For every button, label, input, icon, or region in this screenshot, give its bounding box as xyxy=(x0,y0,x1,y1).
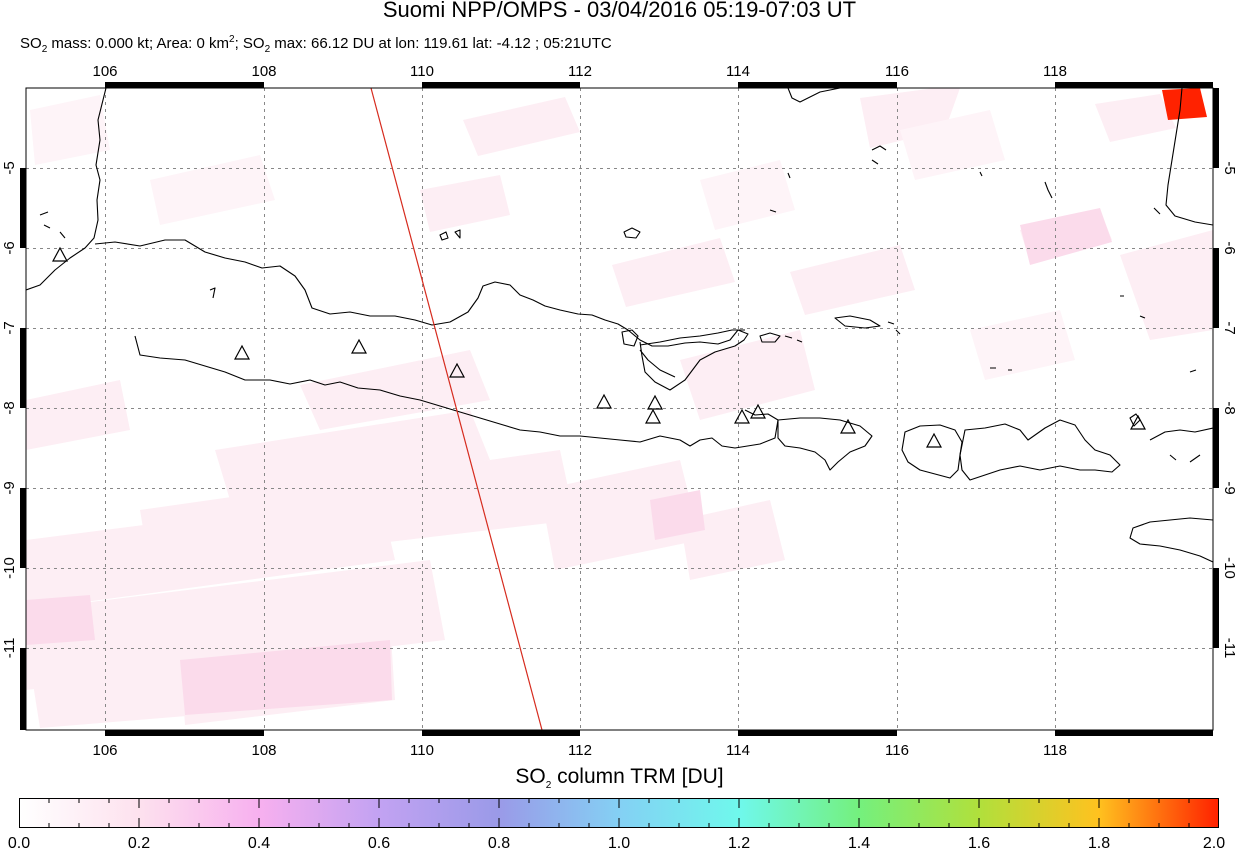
colorbar-tick-label: 0.8 xyxy=(487,835,511,852)
map-title: Suomi NPP/OMPS - 03/04/2016 05:19-07:03 … xyxy=(382,0,857,22)
lat-label-left: -6 xyxy=(1,241,18,254)
colorbar-tick-label: 2.0 xyxy=(1202,835,1226,852)
triangle-icon xyxy=(448,362,466,378)
colorbar-tick-label: 1.0 xyxy=(607,835,631,852)
triangle-icon xyxy=(646,394,664,410)
lat-label-right: -8 xyxy=(1221,401,1238,414)
colorbar-title-units: column TRM [DU] xyxy=(551,765,724,788)
lat-label-right: -10 xyxy=(1221,557,1238,579)
graticule xyxy=(26,88,1213,730)
lon-label-top: 114 xyxy=(726,63,750,80)
coastline-kalimantan xyxy=(787,88,841,103)
triangle-icon xyxy=(233,344,251,360)
coastline-sumbawa xyxy=(959,419,1121,481)
lon-label-top: 112 xyxy=(568,63,592,80)
triangle-icon xyxy=(733,408,751,424)
lat-label-right: -7 xyxy=(1221,321,1238,334)
lon-label-top: 106 xyxy=(92,63,117,80)
colorbar-title-sub: 2 xyxy=(545,780,552,792)
coastline-madura xyxy=(639,329,745,378)
coastline-java xyxy=(94,239,779,449)
so2-pixels xyxy=(26,88,1213,728)
map-subtitle: SO2 mass: 0.000 kt; Area: 0 km2; SO2 max… xyxy=(20,34,612,55)
lon-label-top: 108 xyxy=(251,63,276,80)
subtitle-max-info: max: 66.12 DU at lon: 119.61 lat: -4.12 … xyxy=(270,35,612,52)
coastline-java-east-tip xyxy=(621,329,639,347)
triangle-icon xyxy=(350,338,368,354)
lon-label-bottom: 114 xyxy=(726,742,750,759)
lon-label-top: 110 xyxy=(410,63,434,80)
coastline-islet-b xyxy=(769,171,983,213)
triangle-icon xyxy=(51,246,69,262)
lat-label-left: -10 xyxy=(1,557,18,579)
coastline-islet-e xyxy=(990,367,1197,373)
lon-label-bottom: 108 xyxy=(251,742,276,759)
coastline-islet-c xyxy=(1044,181,1053,199)
subtitle-subscript-2: 2 xyxy=(264,44,271,55)
lat-label-right: -11 xyxy=(1221,638,1238,659)
colorbar-tick-label: 0.4 xyxy=(247,835,271,852)
lon-label-bottom: 110 xyxy=(410,742,434,759)
coastline-islet-d xyxy=(39,211,216,299)
coastline-madura-islets xyxy=(759,332,803,343)
lon-label-bottom: 106 xyxy=(92,742,117,759)
colorbar-title-so: SO xyxy=(515,765,546,788)
coastline-islet-f xyxy=(1120,207,1161,319)
frame-bars xyxy=(20,82,1219,736)
lat-label-right: -5 xyxy=(1221,161,1238,174)
lon-label-bottom: 112 xyxy=(568,742,592,759)
colorbar-tick-label: 0.0 xyxy=(7,835,31,852)
lat-label-left: -9 xyxy=(1,481,18,494)
coastline-bawean xyxy=(623,227,641,239)
coastline-islet-a xyxy=(871,145,887,165)
colorbar-tick-label: 0.2 xyxy=(127,835,151,852)
coastline-lombok xyxy=(901,424,963,479)
coastline-sumba xyxy=(1129,517,1213,563)
triangle-icon xyxy=(644,408,662,424)
subtitle-mass-area: mass: 0.000 kt; Area: 0 km xyxy=(47,35,229,52)
subtitle-separator: ; SO xyxy=(234,35,265,52)
colorbar xyxy=(19,798,1219,828)
lat-label-left: -5 xyxy=(1,161,18,174)
lat-label-right: -6 xyxy=(1221,241,1238,254)
coastline-sumatra xyxy=(26,88,107,291)
lat-label-left: -11 xyxy=(1,638,18,659)
volcano-markers xyxy=(51,246,1147,448)
colorbar-tick-label: 0.6 xyxy=(367,835,391,852)
subtitle-so2-label: SO xyxy=(20,35,42,52)
triangle-icon xyxy=(839,418,857,434)
coastline-kangean xyxy=(834,315,901,335)
lon-label-top: 118 xyxy=(1043,63,1067,80)
colorbar-tick-label: 1.2 xyxy=(727,835,751,852)
lat-label-left: -7 xyxy=(1,321,18,334)
colorbar-tick-label: 1.4 xyxy=(847,835,871,852)
colorbar-title: SO2 column TRM [DU] xyxy=(0,765,1239,791)
triangle-icon xyxy=(1129,414,1147,430)
triangle-icon xyxy=(749,403,767,419)
triangle-icon xyxy=(595,393,613,409)
max-so2-pixel xyxy=(1162,88,1207,120)
lat-label-right: -9 xyxy=(1221,481,1238,494)
lon-label-bottom: 116 xyxy=(885,742,909,759)
colorbar-tick-label: 1.8 xyxy=(1087,835,1111,852)
lon-label-bottom: 118 xyxy=(1043,742,1067,759)
orbit-track xyxy=(370,87,543,731)
triangle-icon xyxy=(925,432,943,448)
coastlines xyxy=(26,88,1213,563)
lon-label-top: 116 xyxy=(885,63,909,80)
so2-map: 106 108 110 112 114 116 118 106 108 110 … xyxy=(1,63,1238,759)
coastline-bali xyxy=(777,417,873,471)
coastline-flores-west xyxy=(1149,427,1213,441)
lat-label-left: -8 xyxy=(1,401,18,414)
coastline-karimunjawa xyxy=(439,229,461,241)
colorbar-tick-label: 1.6 xyxy=(967,835,991,852)
subtitle-superscript: 2 xyxy=(229,34,235,45)
coastline-sulawesi xyxy=(1165,88,1213,226)
subtitle-subscript: 2 xyxy=(41,44,48,55)
